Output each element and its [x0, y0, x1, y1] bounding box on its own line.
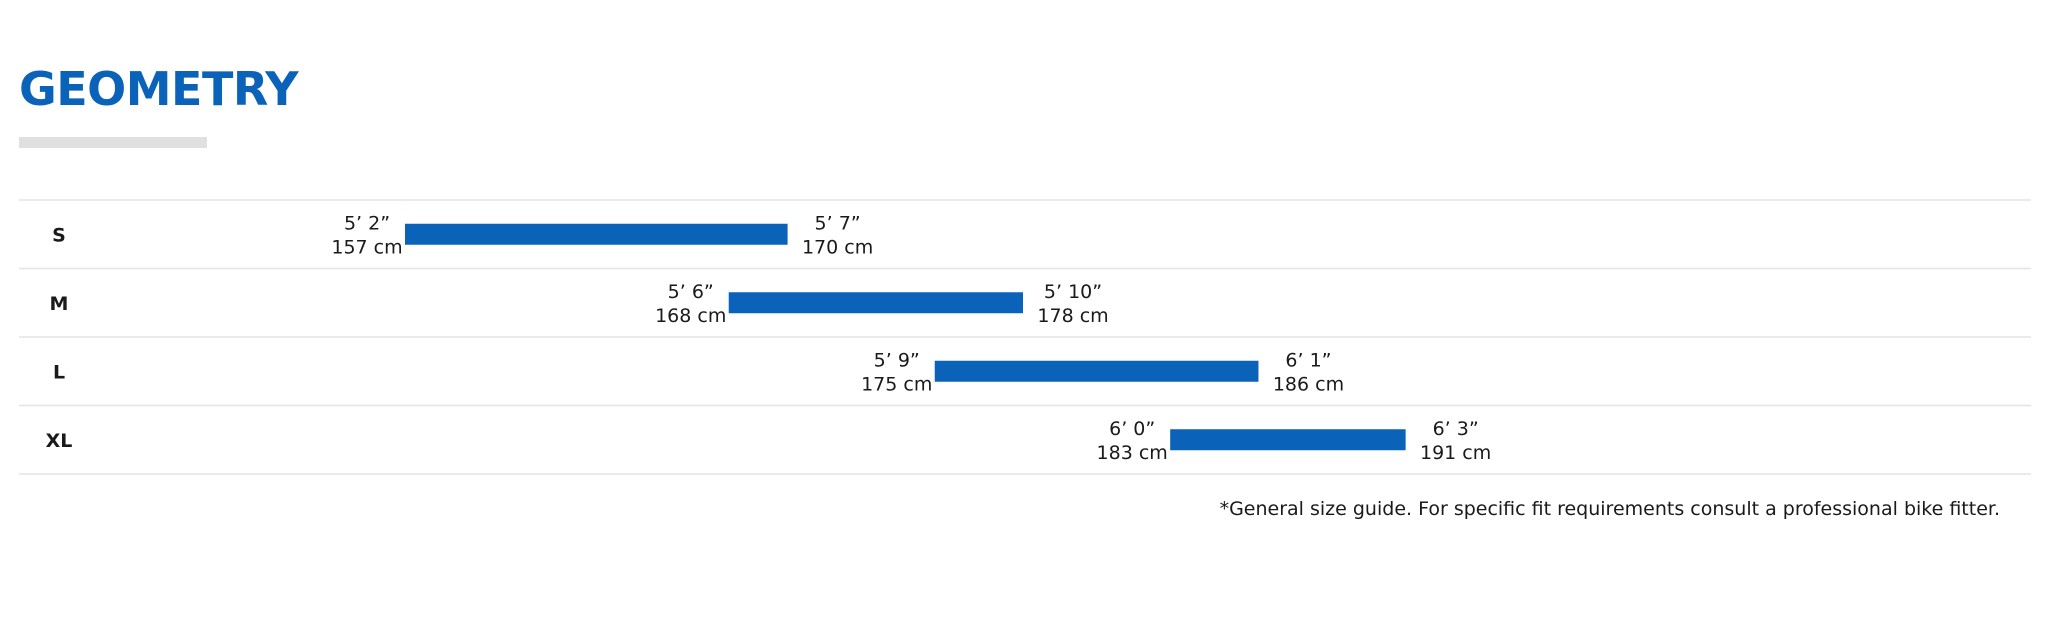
- min-metric-label: 175 cm: [861, 373, 932, 395]
- min-metric-label: 168 cm: [655, 305, 726, 327]
- max-imperial-label: 5’ 10”: [1044, 281, 1102, 303]
- size-label-m: M: [50, 293, 69, 315]
- size-label-l: L: [53, 361, 65, 383]
- max-imperial-label: 6’ 1”: [1285, 349, 1331, 371]
- max-metric-label: 186 cm: [1273, 373, 1344, 395]
- range-bar-s: [405, 223, 788, 245]
- max-imperial-label: 5’ 7”: [815, 212, 861, 234]
- max-metric-label: 178 cm: [1037, 305, 1108, 327]
- min-imperial-label: 6’ 0”: [1109, 418, 1155, 440]
- range-bar-l: [934, 360, 1259, 382]
- size-guide-footnote: *General size guide. For specific fit re…: [1219, 498, 2000, 520]
- size-label-xl: XL: [46, 430, 73, 452]
- min-metric-label: 183 cm: [1097, 442, 1168, 464]
- size-label-s: S: [52, 224, 66, 246]
- max-metric-label: 191 cm: [1420, 442, 1491, 464]
- range-bar-xl: [1170, 429, 1406, 451]
- min-imperial-label: 5’ 6”: [668, 281, 714, 303]
- range-bar-m: [728, 292, 1024, 314]
- min-imperial-label: 5’ 2”: [344, 212, 390, 234]
- min-metric-label: 157 cm: [331, 236, 402, 258]
- title-underline: [19, 137, 207, 148]
- page-title: GEOMETRY: [19, 62, 299, 116]
- min-imperial-label: 5’ 9”: [874, 349, 920, 371]
- max-metric-label: 170 cm: [802, 236, 873, 258]
- max-imperial-label: 6’ 3”: [1433, 418, 1479, 440]
